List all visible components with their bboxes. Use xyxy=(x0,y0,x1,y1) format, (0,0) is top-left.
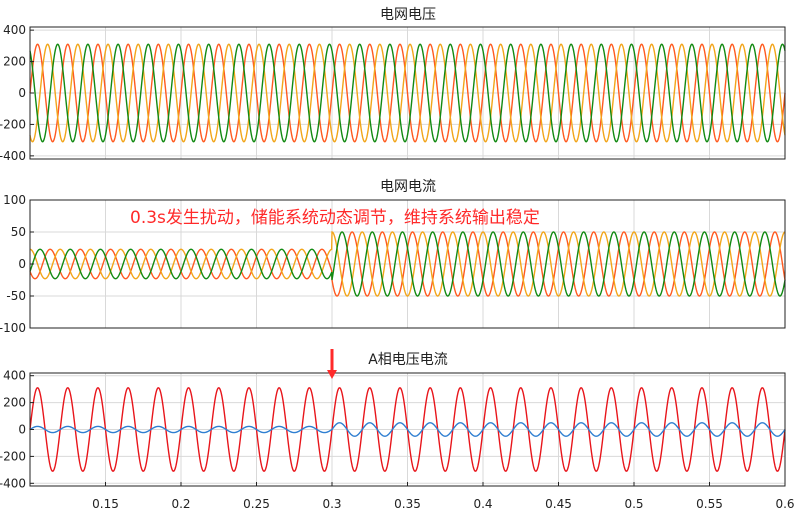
grid-voltage-series-3 xyxy=(29,43,786,143)
grid-voltage-plot: 电网电压 -400 -200 0 200 400 xyxy=(0,7,786,163)
phase-a-ytick-label: -200 xyxy=(0,449,26,463)
x-tick-label: 0.45 xyxy=(545,497,572,511)
x-tick-label: 0.25 xyxy=(243,497,270,511)
x-tick-label: 0.5 xyxy=(624,497,643,511)
disturbance-arrow-icon xyxy=(327,349,337,379)
x-tick-label: 0.2 xyxy=(171,497,190,511)
phase-a-series-2 xyxy=(29,422,786,437)
phase-a-ytick-label: -400 xyxy=(0,476,26,490)
grid-current-ytick-label: 0 xyxy=(18,257,26,271)
grid-current-title: 电网电流 xyxy=(380,179,436,195)
grid-current-ytick-label: -50 xyxy=(6,289,26,303)
grid-current-plot: 电网电流 -100 -50 0 50 100 0.3s发生扰动，储能系统动态调节，维持系… xyxy=(0,179,786,335)
phase-a-ytick-label: 400 xyxy=(3,369,26,383)
phase-a-ytick-label: 200 xyxy=(3,396,26,410)
grid-voltage-series-1 xyxy=(29,43,786,143)
grid-voltage-ytick-label: 400 xyxy=(3,23,26,37)
x-tick-label: 0.6 xyxy=(775,497,794,511)
grid-voltage-title: 电网电压 xyxy=(380,7,436,23)
phase-a-title: A相电压电流 xyxy=(368,352,448,368)
x-tick-label: 0.55 xyxy=(696,497,723,511)
x-tick-label: 0.3 xyxy=(322,497,341,511)
grid-current-series-3 xyxy=(29,231,786,297)
grid-current-ytick-label: 100 xyxy=(3,193,26,207)
disturbance-annotation: 0.3s发生扰动，储能系统动态调节，维持系统输出稳定 xyxy=(130,208,540,228)
grid-current-ytick-label: 50 xyxy=(11,225,26,239)
phase-a-ytick-label: 0 xyxy=(18,423,26,437)
x-tick-label: 0.4 xyxy=(473,497,492,511)
grid-voltage-ytick-label: 0 xyxy=(18,86,26,100)
x-tick-label: 0.15 xyxy=(92,497,119,511)
grid-voltage-ytick-label: -400 xyxy=(0,149,26,163)
grid-voltage-ytick-label: 200 xyxy=(3,55,26,69)
grid-voltage-ytick-label: -200 xyxy=(0,117,26,131)
grid-current-ytick-label: -100 xyxy=(0,321,26,335)
grid-voltage-series-2 xyxy=(29,43,786,143)
phase-a-plot: A相电压电流 -400 -200 0 200 400 0.15 0.2 0.25 0.3 0.3… xyxy=(0,349,795,511)
x-tick-label: 0.35 xyxy=(394,497,421,511)
